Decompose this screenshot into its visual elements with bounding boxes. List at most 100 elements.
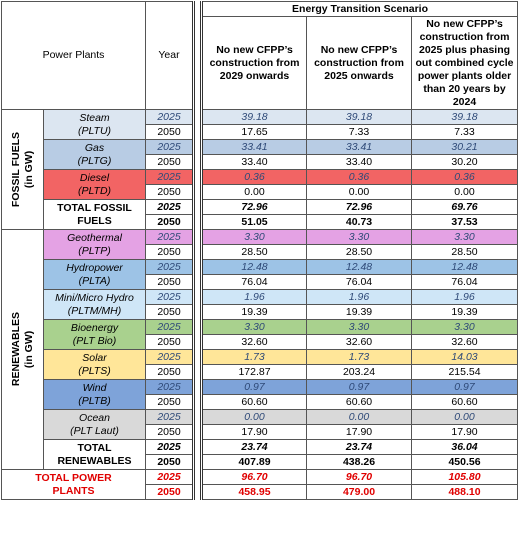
plant-row: 2050 17.65 7.33 7.33	[2, 124, 518, 140]
value: 3.30	[201, 229, 307, 245]
value: 0.36	[201, 169, 307, 185]
value: 17.90	[201, 424, 307, 440]
value: 438.26	[306, 454, 412, 470]
value: 30.20	[410, 154, 518, 170]
year: 2050	[145, 334, 194, 350]
header-row: No new CFPP’s construction from 2029 onw…	[2, 16, 518, 110]
section-name: FOSSIL FUELS	[9, 131, 22, 208]
year: 2025	[145, 259, 194, 275]
plant-name: Diesel (PLTD)	[43, 169, 146, 200]
plant-row: Mini/Micro Hydro (PLTM/MH) 2025 1.96 1.96 1.9…	[2, 289, 518, 320]
value: 23.74	[201, 439, 307, 455]
grand-row: 2050 458.95 479.00 488.10	[2, 484, 518, 500]
value: 40.73	[306, 214, 412, 230]
gap	[192, 1, 203, 500]
value: 450.56	[410, 454, 518, 470]
value: 458.95	[201, 484, 307, 500]
value: 69.76	[410, 199, 518, 215]
value: 17.90	[306, 424, 412, 440]
code-text: (PLTG)	[77, 154, 112, 167]
plant-row: RENEWABLES (in GW) Geothermal (PLTP) 2025 3.3…	[1, 229, 518, 470]
year: 2050	[145, 394, 194, 410]
section-name: RENEWABLES	[9, 312, 22, 387]
value: 37.53	[410, 214, 518, 230]
name-text: Solar	[82, 351, 107, 364]
value: 39.18	[410, 109, 518, 125]
year-header: Year	[145, 1, 194, 110]
plant-row: Diesel (PLTD) 2025 0.36 0.36 0.36	[2, 169, 518, 200]
value: 1.96	[306, 289, 412, 305]
value: 3.30	[410, 229, 518, 245]
year: 2050	[145, 454, 194, 470]
value: 76.04	[306, 274, 412, 290]
value: 17.90	[410, 424, 518, 440]
code-text: (PLTB)	[78, 394, 111, 407]
value: 19.39	[410, 304, 518, 320]
name-text: TOTAL RENEWABLES	[57, 441, 132, 467]
value: 28.50	[306, 244, 412, 260]
plant-row: 2050 76.04 76.04 76.04	[2, 274, 518, 290]
value: 30.21	[410, 139, 518, 155]
code-text: (PLT Laut)	[70, 424, 119, 437]
year: 2050	[145, 214, 194, 230]
name-text: Diesel	[79, 171, 110, 184]
year: 2025	[145, 289, 194, 305]
name-text: Mini/Micro Hydro	[55, 291, 134, 304]
value: 76.04	[201, 274, 307, 290]
value: 28.50	[201, 244, 307, 260]
scenario-title: Energy Transition Scenario	[200, 1, 518, 17]
value: 33.40	[306, 154, 412, 170]
grand-row: TOTAL POWER PLANTS 2025 96.70 96.70 105.80	[1, 469, 518, 500]
plant-row: 2050 32.60 32.60 32.60	[2, 334, 518, 350]
plant-name: Gas (PLTG)	[43, 139, 146, 170]
year: 2050	[145, 154, 194, 170]
plant-name: Geothermal (PLTP)	[43, 229, 146, 260]
plant-row: Ocean (PLT Laut) 2025 0.00 0.00 0.00	[2, 409, 518, 440]
year: 2050	[145, 244, 194, 260]
value: 12.48	[410, 259, 518, 275]
year: 2025	[145, 409, 194, 425]
year: 2050	[145, 364, 194, 380]
section-label: FOSSIL FUELS (in GW)	[1, 109, 44, 230]
value: 3.30	[306, 319, 412, 335]
value: 172.87	[201, 364, 307, 380]
value: 0.36	[410, 169, 518, 185]
plant-name: Steam (PLTU)	[43, 109, 146, 140]
code-text: (PLTU)	[77, 124, 112, 137]
name-text: Hydropower	[66, 261, 123, 274]
value: 39.18	[306, 109, 412, 125]
plant-name: Wind (PLTB)	[43, 379, 146, 410]
value: 14.03	[410, 349, 518, 365]
value: 51.05	[201, 214, 307, 230]
section-unit: (in GW)	[22, 150, 35, 189]
year: 2050	[145, 124, 194, 140]
value: 19.39	[201, 304, 307, 320]
value: 203.24	[306, 364, 412, 380]
year: 2050	[145, 304, 194, 320]
value: 36.04	[410, 439, 518, 455]
plant-row: Gas (PLTG) 2025 33.41 33.41 30.21	[2, 139, 518, 170]
scenario-header: No new CFPP’s construction from 2025 plu…	[410, 16, 518, 110]
value: 28.50	[410, 244, 518, 260]
value: 0.00	[201, 184, 307, 200]
value: 72.96	[201, 199, 307, 215]
scenario-header: No new CFPP’s construction from 2025 onw…	[306, 16, 412, 110]
value: 1.96	[410, 289, 518, 305]
value: 12.48	[306, 259, 412, 275]
value: 33.41	[201, 139, 307, 155]
value: 60.60	[306, 394, 412, 410]
plant-name: TOTAL RENEWABLES	[43, 439, 146, 470]
value: 0.36	[306, 169, 412, 185]
value: 60.60	[201, 394, 307, 410]
value: 7.33	[306, 124, 412, 140]
code-text: (PLTA)	[78, 274, 111, 287]
value: 32.60	[410, 334, 518, 350]
year: 2025	[145, 469, 194, 485]
value: 32.60	[306, 334, 412, 350]
value: 19.39	[306, 304, 412, 320]
value: 0.00	[306, 409, 412, 425]
plant-row: Solar (PLTS) 2025 1.73 1.73 14.03	[2, 349, 518, 380]
year: 2025	[145, 109, 194, 125]
section-unit: (in GW)	[22, 330, 35, 369]
name-text: Gas	[84, 141, 105, 154]
